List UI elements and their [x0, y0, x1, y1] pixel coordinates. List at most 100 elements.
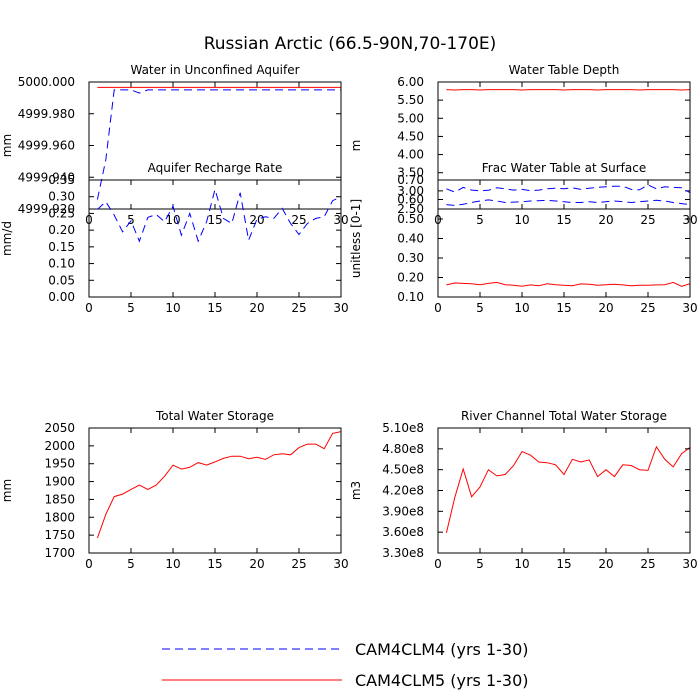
panel-title: River Channel Total Water Storage [461, 409, 667, 423]
x-tick-label: 20 [598, 213, 613, 227]
y-tick-label: 1800 [44, 510, 75, 524]
panel-title: Aquifer Recharge Rate [148, 161, 283, 175]
y-tick-label: 3.50 [397, 166, 424, 180]
panel-title: Water Table Depth [509, 63, 620, 77]
x-tick-label: 15 [556, 557, 571, 571]
y-tick-label: 4999.920 [18, 202, 75, 216]
y-tick-label: 0.10 [48, 257, 75, 271]
y-tick-label: 0.50 [397, 212, 424, 226]
y-tick-label: 4.00 [397, 148, 424, 162]
panel-title: Frac Water Table at Surface [482, 161, 646, 175]
y-axis-label: mm [0, 479, 14, 502]
x-tick-label: 0 [85, 301, 93, 315]
x-tick-label: 0 [85, 557, 93, 571]
y-tick-label: 6.00 [397, 75, 424, 89]
plot-frame [88, 81, 342, 210]
y-tick-label: 0.30 [48, 190, 75, 204]
chart-panel-6: River Channel Total Water Storage m3 0 5 10 1… [349, 409, 698, 571]
plot-frame [88, 427, 342, 554]
series-line-cam4clm5 [96, 431, 341, 539]
x-tick-label: 30 [682, 557, 697, 571]
y-tick-label: 4.50e8 [382, 463, 424, 477]
legend: CAM4CLM4 (yrs 1-30) CAM4CLM5 (yrs 1-30) [162, 640, 529, 690]
x-tick-label: 20 [598, 301, 613, 315]
x-tick-label: 20 [598, 557, 613, 571]
figure-title: Russian Arctic (66.5-90N,70-170E) [204, 34, 497, 54]
y-axis-label: mm [0, 134, 14, 157]
plot-frame [88, 179, 342, 298]
y-tick-label: 2.50 [397, 202, 424, 216]
y-tick-label: 5000.000 [18, 75, 75, 89]
x-tick-label: 30 [682, 301, 697, 315]
x-tick-label: 15 [207, 557, 222, 571]
y-tick-label: 2050 [44, 421, 75, 435]
y-axis-label: mm/d [0, 221, 14, 256]
y-tick-label: 4.50 [397, 129, 424, 143]
y-tick-label: 3.60e8 [382, 525, 424, 539]
y-tick-label: 0.70 [397, 173, 424, 187]
y-tick-label: 0.15 [48, 240, 75, 254]
series-line-cam4clm4 [96, 89, 341, 200]
series-line-cam4clm4 [446, 184, 690, 194]
legend-label-cam4clm5: CAM4CLM5 (yrs 1-30) [355, 671, 529, 690]
x-tick-label: 10 [514, 213, 529, 227]
y-axis-label: unitless [0-1] [349, 199, 363, 278]
y-tick-label: 1700 [44, 546, 75, 560]
x-tick-label: 10 [514, 557, 529, 571]
x-tick-label: 5 [127, 557, 135, 571]
x-tick-label: 30 [333, 301, 348, 315]
y-tick-label: 0.35 [48, 173, 75, 187]
y-tick-label: 1900 [44, 475, 75, 489]
x-tick-label: 25 [291, 557, 306, 571]
y-tick-label: 3.00 [397, 184, 424, 198]
chart-panels: Water in Unconfined Aquifer mm 0 5 10 15 20 25 3… [0, 63, 698, 571]
series-line-cam4clm4 [97, 187, 341, 243]
x-tick-label: 15 [556, 301, 571, 315]
x-tick-label: 25 [640, 557, 655, 571]
y-tick-label: 0.00 [48, 290, 75, 304]
chart-panel-5: Total Water Storage mm 0 5 10 15 20 25 30 1700 175… [0, 409, 349, 571]
legend-label-cam4clm4: CAM4CLM4 (yrs 1-30) [355, 640, 529, 659]
y-tick-label: 2000 [44, 439, 75, 453]
y-axis-label: m [349, 140, 363, 152]
y-tick-label: 0.20 [48, 223, 75, 237]
x-tick-label: 25 [640, 301, 655, 315]
x-tick-label: 20 [249, 213, 264, 227]
y-tick-label: 4999.940 [18, 170, 75, 184]
x-tick-label: 0 [434, 557, 442, 571]
y-tick-label: 5.00 [397, 111, 424, 125]
x-tick-label: 25 [291, 213, 306, 227]
plot-frame [437, 179, 691, 298]
y-tick-label: 0.05 [48, 273, 75, 287]
x-tick-label: 30 [333, 557, 348, 571]
series-line-cam4clm4 [446, 199, 690, 206]
y-tick-label: 0.10 [397, 290, 424, 304]
y-tick-label: 4999.960 [18, 139, 75, 153]
y-tick-label: 1850 [44, 492, 75, 506]
x-tick-label: 5 [476, 213, 484, 227]
y-tick-label: 4.20e8 [382, 484, 424, 498]
y-tick-label: 0.60 [397, 193, 424, 207]
x-tick-label: 0 [434, 301, 442, 315]
series-line-cam4clm5 [446, 281, 690, 287]
x-tick-label: 15 [207, 301, 222, 315]
x-tick-label: 20 [249, 301, 264, 315]
y-tick-label: 1950 [44, 457, 75, 471]
y-tick-label: 5.10e8 [382, 421, 424, 435]
chart-panel-4: Frac Water Table at Surface unitless [0-1… [349, 161, 698, 315]
x-tick-label: 10 [165, 557, 180, 571]
chart-panel-3: Aquifer Recharge Rate mm/d 0 5 10 15 20 25 30 0.0… [0, 161, 349, 315]
x-tick-label: 15 [556, 213, 571, 227]
x-tick-label: 20 [249, 557, 264, 571]
y-tick-label: 1750 [44, 528, 75, 542]
x-tick-label: 15 [207, 213, 222, 227]
y-tick-label: 4999.980 [18, 107, 75, 121]
y-axis-label: m3 [349, 481, 363, 500]
y-tick-label: 0.40 [397, 232, 424, 246]
x-tick-label: 25 [640, 213, 655, 227]
x-tick-label: 10 [165, 213, 180, 227]
x-tick-label: 10 [514, 301, 529, 315]
y-tick-label: 4.80e8 [382, 442, 424, 456]
x-tick-label: 5 [476, 557, 484, 571]
